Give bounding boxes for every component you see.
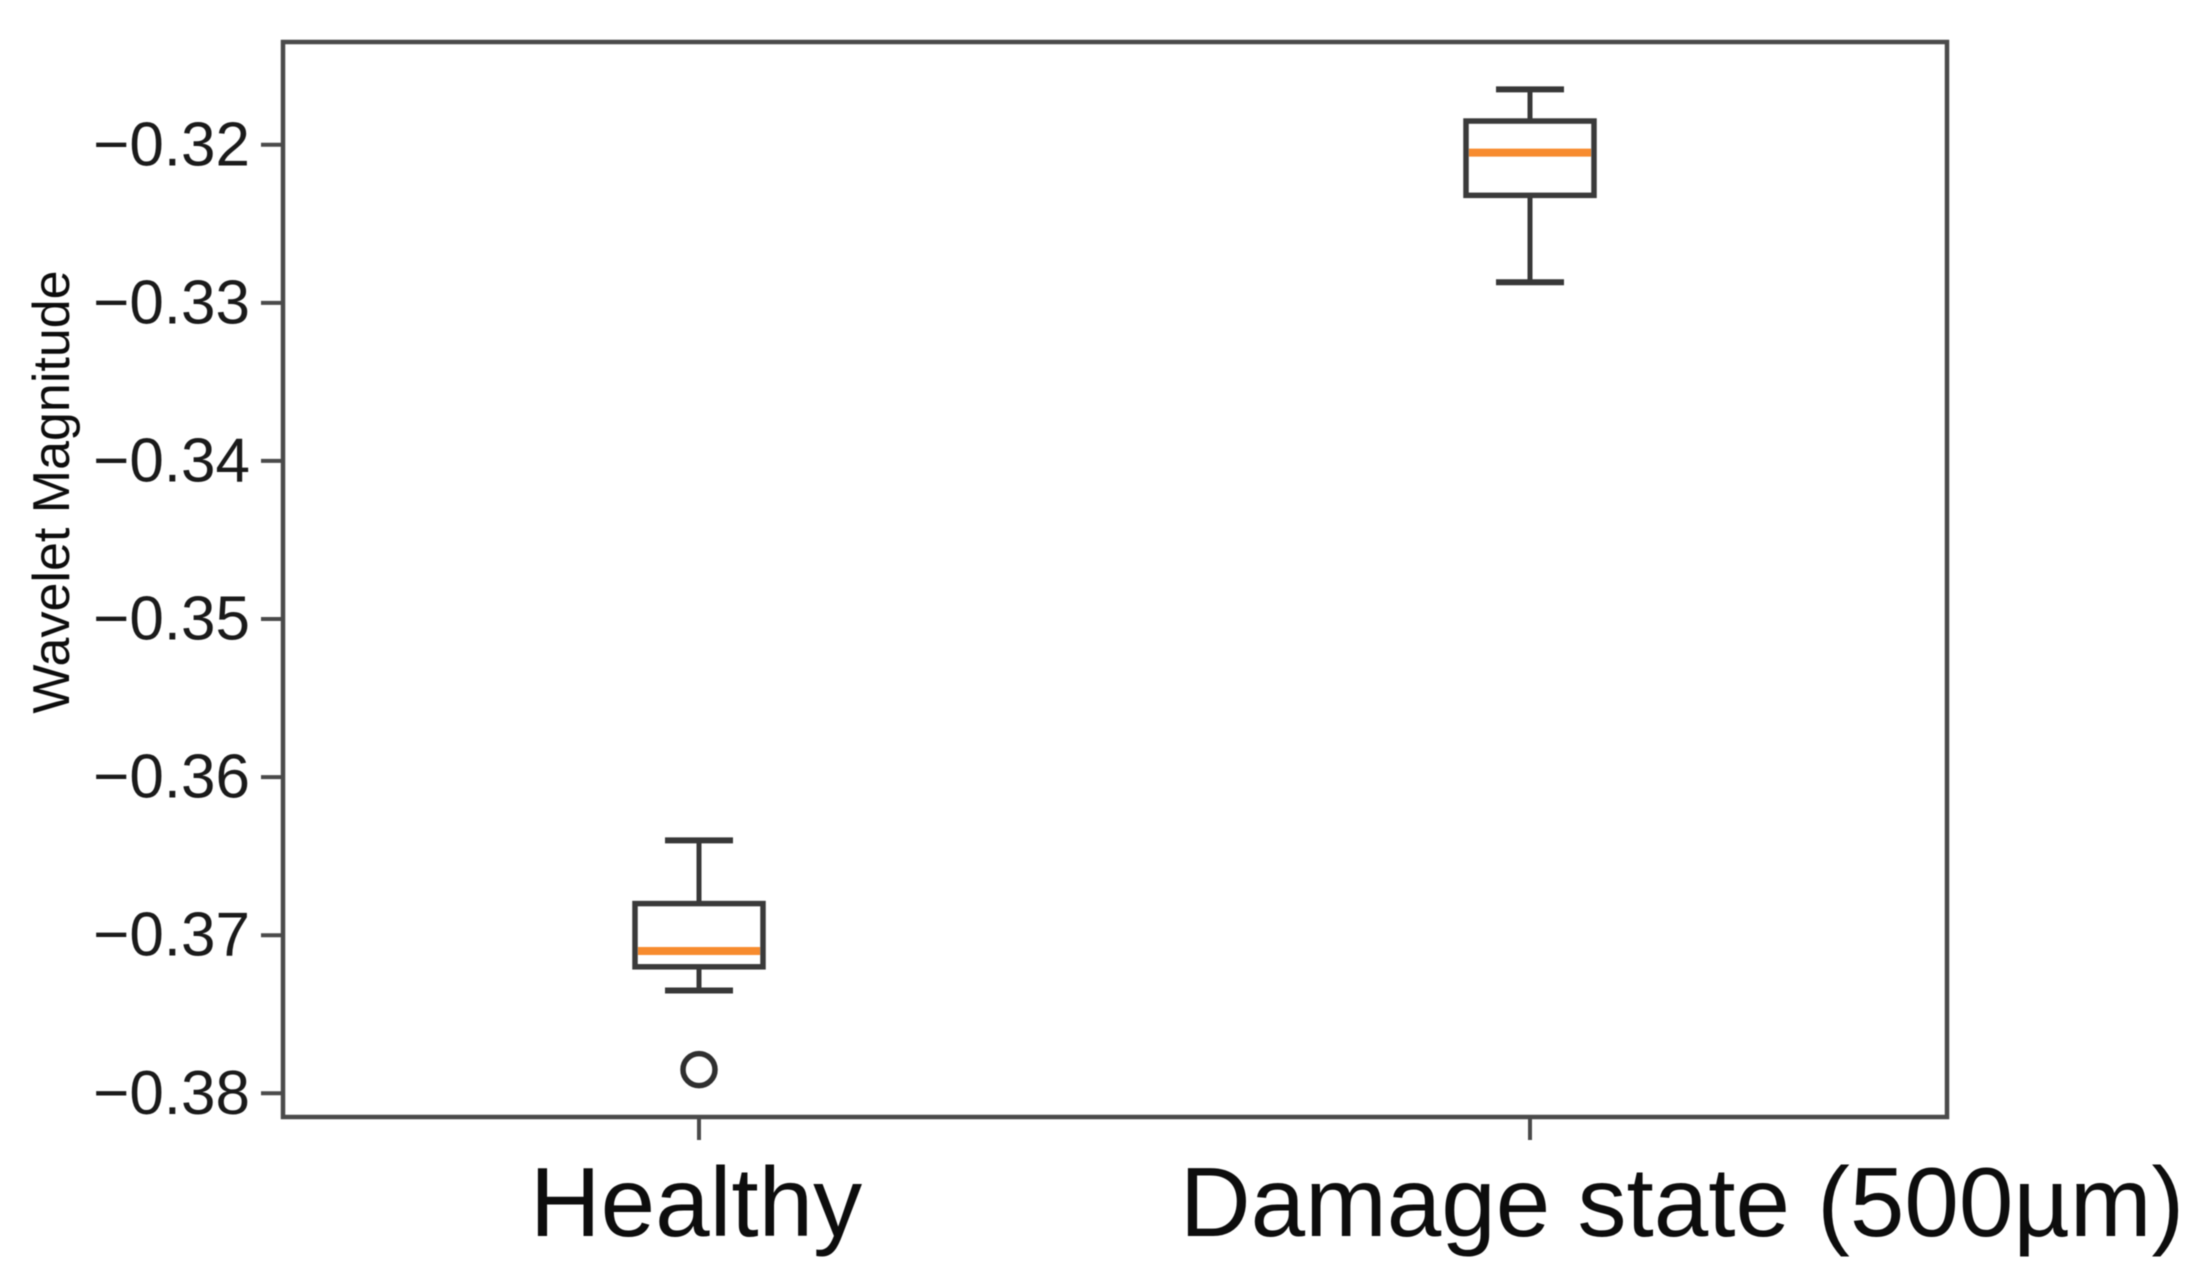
healthy-box (632, 900, 766, 970)
x-category-label-damage: Damage state (500µm) (1179, 1147, 2185, 1257)
y-tick-label: −0.35 (93, 585, 250, 654)
x-category-label-healthy: Healthy (529, 1147, 863, 1257)
y-tick-label: −0.32 (93, 110, 250, 179)
y-axis-label: Wavelet Magnitude (23, 270, 81, 714)
damage-box (1463, 118, 1597, 199)
y-tick-label: −0.38 (93, 1059, 250, 1128)
plot-border (280, 39, 1950, 1120)
y-tick-label: −0.37 (93, 901, 250, 970)
y-tick-label: −0.34 (93, 426, 250, 495)
y-tick-label: −0.36 (93, 743, 250, 812)
healthy-outlier-point (680, 1050, 718, 1089)
y-tick-label: −0.33 (93, 268, 250, 337)
